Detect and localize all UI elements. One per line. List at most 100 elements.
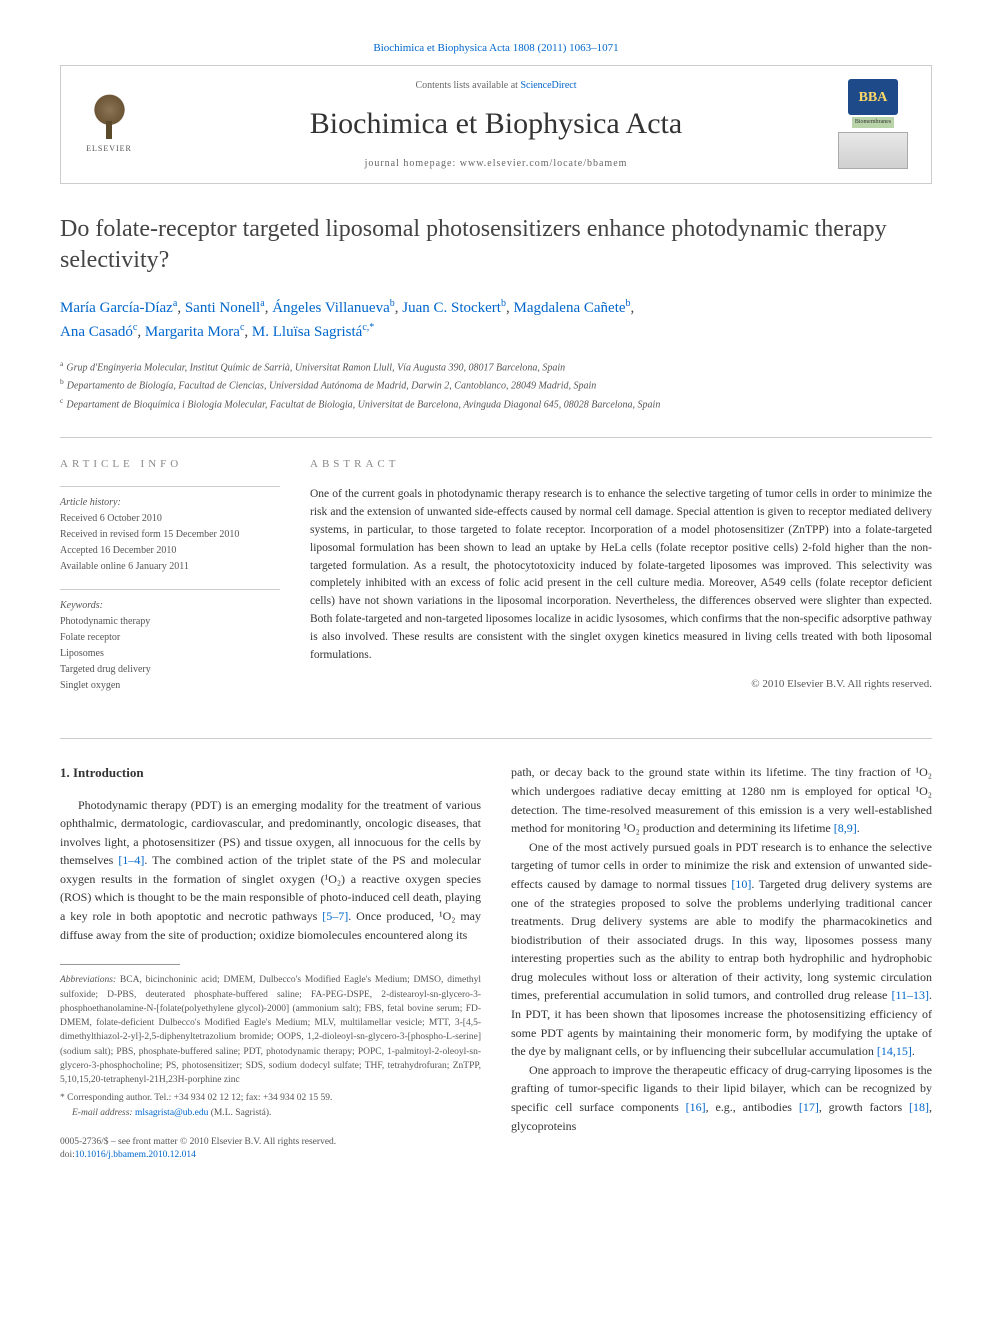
abstract-heading: ABSTRACT (310, 456, 932, 473)
citation-link[interactable]: [1–4] (118, 853, 144, 867)
body-text: . Targeted drug delivery systems are one… (511, 877, 932, 1003)
citation-link[interactable]: [10] (731, 877, 751, 891)
citation-link[interactable]: [17] (799, 1100, 819, 1114)
citation-link[interactable]: [5–7] (322, 909, 348, 923)
email-suffix: (M.L. Sagristá). (208, 1108, 271, 1118)
body-paragraph: One approach to improve the therapeutic … (511, 1061, 932, 1135)
affiliation-item: cDepartament de Bioquímica i Biologia Mo… (60, 395, 932, 413)
author-link[interactable]: Margarita Mora (145, 324, 240, 340)
author-link[interactable]: María García-Díaz (60, 300, 173, 316)
body-text: . (912, 1044, 915, 1058)
email-label: E-mail address: (72, 1108, 133, 1118)
keyword-item: Targeted drug delivery (60, 664, 151, 675)
history-item: Received 6 October 2010 (60, 513, 162, 524)
history-item: Accepted 16 December 2010 (60, 545, 176, 556)
corresponding-footnote: * Corresponding author. Tel.: +34 934 02… (60, 1091, 481, 1105)
article-info-heading: ARTICLE INFO (60, 456, 280, 473)
abstract-text: One of the current goals in photodynamic… (310, 486, 932, 664)
homepage-url: www.elsevier.com/locate/bbamem (460, 158, 628, 169)
keywords-block: Keywords: Photodynamic therapy Folate re… (60, 589, 280, 694)
body-paragraph: One of the most actively pursued goals i… (511, 838, 932, 1061)
author-link[interactable]: Ángeles Villanueva (272, 300, 390, 316)
left-column: 1. Introduction Photodynamic therapy (PD… (60, 763, 481, 1162)
elsevier-tree-icon (87, 94, 132, 139)
author-affil-sup: a (173, 298, 177, 309)
abstract-copyright: © 2010 Elsevier B.V. All rights reserved… (310, 676, 932, 693)
elsevier-label: ELSEVIER (86, 143, 132, 155)
author-link[interactable]: Santi Nonell (185, 300, 260, 316)
article-info-column: ARTICLE INFO Article history: Received 6… (60, 456, 280, 709)
affil-text: Grup d'Enginyeria Molecular, Institut Qu… (66, 362, 565, 373)
author-link[interactable]: M. Lluïsa Sagristá (252, 324, 362, 340)
body-two-columns: 1. Introduction Photodynamic therapy (PD… (60, 763, 932, 1162)
author-affil-sup: c (133, 322, 137, 333)
issn-line: 0005-2736/$ – see front matter © 2010 El… (60, 1136, 481, 1149)
author-affil-sup: a (260, 298, 264, 309)
sciencedirect-link[interactable]: ScienceDirect (520, 80, 576, 91)
author-affil-sup: b (390, 298, 395, 309)
journal-reference-link[interactable]: Biochimica et Biophysica Acta 1808 (2011… (373, 42, 618, 54)
citation-link[interactable]: [8,9] (834, 821, 857, 835)
article-history-block: Article history: Received 6 October 2010… (60, 486, 280, 575)
right-column: path, or decay back to the ground state … (511, 763, 932, 1162)
body-paragraph: path, or decay back to the ground state … (511, 763, 932, 837)
citation-link[interactable]: [18] (909, 1100, 929, 1114)
body-text: . (857, 821, 860, 835)
contents-available-line: Contents lists available at ScienceDirec… (159, 78, 833, 93)
affil-sup: a (60, 359, 63, 368)
keyword-item: Folate receptor (60, 632, 120, 643)
masthead-center: Contents lists available at ScienceDirec… (159, 78, 833, 171)
doi-line: doi:10.1016/j.bbamem.2010.12.014 (60, 1149, 481, 1162)
footnotes-block: Abbreviations: BCA, bicinchoninic acid; … (60, 973, 481, 1120)
citation-link[interactable]: [16] (686, 1100, 706, 1114)
keyword-item: Photodynamic therapy (60, 616, 150, 627)
doi-prefix: doi: (60, 1150, 75, 1160)
body-text: , e.g., antibodies (706, 1100, 799, 1114)
keyword-item: Liposomes (60, 648, 104, 659)
body-text: path, or decay back to the ground state … (511, 765, 932, 835)
author-link[interactable]: Magdalena Cañete (513, 300, 625, 316)
email-footnote: E-mail address: mlsagrista@ub.edu (M.L. … (60, 1106, 481, 1120)
affil-sup: b (60, 377, 64, 386)
affiliation-item: bDepartamento de Biología, Facultad de C… (60, 376, 932, 394)
doi-link[interactable]: 10.1016/j.bbamem.2010.12.014 (75, 1150, 196, 1160)
author-affil-sup: b (626, 298, 631, 309)
author-affil-sup: c,* (362, 322, 374, 333)
bba-subtext: Biomembranes (852, 117, 894, 128)
history-item: Available online 6 January 2011 (60, 561, 189, 572)
abstract-column: ABSTRACT One of the current goals in pho… (310, 456, 932, 709)
journal-homepage-line: journal homepage: www.elsevier.com/locat… (159, 156, 833, 171)
history-item: Received in revised form 15 December 201… (60, 529, 239, 540)
bba-cover-logo: BBA Biomembranes (833, 79, 913, 169)
author-affil-sup: c (240, 322, 244, 333)
affil-sup: c (60, 396, 63, 405)
email-link[interactable]: mlsagrista@ub.edu (135, 1108, 208, 1118)
abbrev-label: Abbreviations: (60, 975, 116, 985)
author-affil-sup: b (501, 298, 506, 309)
journal-reference: Biochimica et Biophysica Acta 1808 (2011… (60, 40, 932, 57)
bottom-reference-block: 0005-2736/$ – see front matter © 2010 El… (60, 1136, 481, 1163)
author-link[interactable]: Ana Casadó (60, 324, 133, 340)
history-label: Article history: (60, 497, 121, 508)
divider (60, 738, 932, 739)
abbreviations-footnote: Abbreviations: BCA, bicinchoninic acid; … (60, 973, 481, 1087)
citation-link[interactable]: [14,15] (877, 1044, 912, 1058)
keyword-item: Singlet oxygen (60, 680, 120, 691)
affil-text: Departamento de Biología, Facultad de Ci… (67, 381, 597, 392)
affil-text: Departament de Bioquímica i Biologia Mol… (66, 399, 660, 410)
journal-title: Biochimica et Biophysica Acta (159, 101, 833, 146)
abbrev-text: BCA, bicinchoninic acid; DMEM, Dulbecco'… (60, 975, 481, 1085)
footnote-separator (60, 964, 180, 965)
info-abstract-row: ARTICLE INFO Article history: Received 6… (60, 437, 932, 709)
elsevier-logo: ELSEVIER (79, 89, 139, 159)
affiliation-item: aGrup d'Enginyeria Molecular, Institut Q… (60, 358, 932, 376)
bba-cover-thumbnail (838, 132, 908, 169)
body-paragraph: Photodynamic therapy (PDT) is an emergin… (60, 796, 481, 945)
masthead: ELSEVIER Contents lists available at Sci… (60, 65, 932, 184)
citation-link[interactable]: [11–13] (891, 988, 929, 1002)
section-heading: 1. Introduction (60, 763, 481, 783)
homepage-prefix: journal homepage: (365, 158, 460, 169)
body-text: , growth factors (819, 1100, 909, 1114)
corresponding-author-link[interactable]: c,* (362, 322, 374, 333)
author-link[interactable]: Juan C. Stockert (402, 300, 501, 316)
